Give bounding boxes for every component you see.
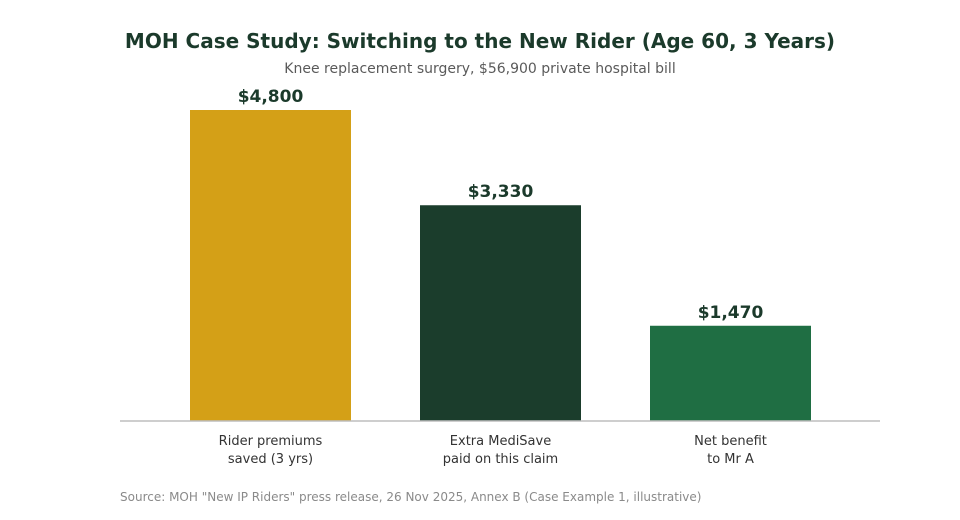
bar-3	[650, 325, 811, 421]
chart-title: MOH Case Study: Switching to the New Rid…	[124, 29, 836, 53]
bar-2	[420, 205, 581, 421]
category-label-1-line-1: Rider premiums	[219, 434, 323, 449]
source-note: Source: MOH "New IP Riders" press releas…	[120, 490, 702, 504]
category-label-3-line-2: to Mr A	[707, 452, 754, 467]
category-label-3-line-1: Net benefit	[694, 434, 767, 449]
category-label-1-line-2: saved (3 yrs)	[228, 452, 313, 467]
value-label-2: $3,330	[468, 182, 534, 202]
bar-1	[190, 110, 351, 421]
category-label-2-line-2: paid on this claim	[443, 452, 558, 467]
value-label-1: $4,800	[238, 87, 304, 107]
chart-subtitle: Knee replacement surgery, $56,900 privat…	[284, 61, 676, 77]
category-label-2-line-1: Extra MediSave	[450, 434, 551, 449]
value-label-3: $1,470	[698, 303, 764, 323]
